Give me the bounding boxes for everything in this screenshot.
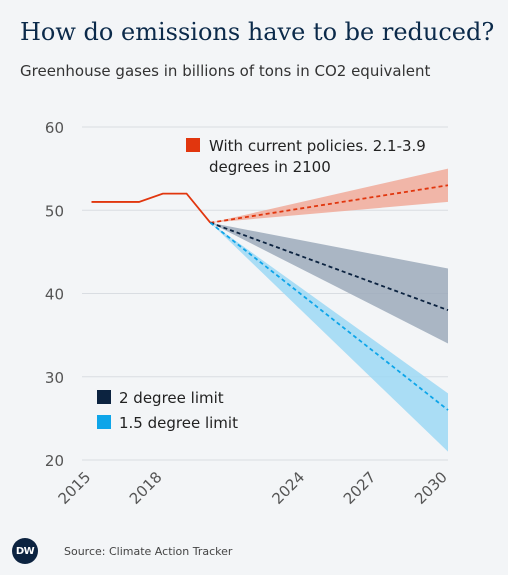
- series-line-0: [210, 184, 449, 224]
- historical-line: [91, 192, 212, 224]
- x-tick-label: 2015: [55, 468, 95, 508]
- legend-label-2-degree: 2 degree limit: [119, 389, 224, 407]
- y-tick-label: 50: [45, 202, 64, 220]
- x-tick-label: 2027: [340, 468, 380, 508]
- y-tick-label: 60: [45, 119, 64, 137]
- source-note: Source: Climate Action Tracker: [64, 544, 233, 558]
- series-line-1: [210, 221, 449, 311]
- y-tick-label: 30: [45, 369, 64, 387]
- footer: DW Source: Climate Action Tracker: [12, 538, 232, 564]
- band-1: [210, 222, 448, 344]
- y-tick-label: 20: [45, 452, 64, 470]
- x-tick-label: 2024: [269, 468, 309, 508]
- chart-subtitle: Greenhouse gases in billions of tons in …: [20, 62, 431, 80]
- x-tick-label: 2018: [126, 468, 166, 508]
- dw-logo-icon: DW: [12, 538, 38, 564]
- legend-swatch-2-degree: [97, 390, 111, 404]
- legend-label-current-policies-line2: degrees in 2100: [209, 158, 331, 176]
- band-2: [210, 222, 448, 452]
- band-0: [210, 168, 448, 223]
- legend-swatch-1-5-degree: [97, 415, 111, 429]
- legend-swatch-current-policies: [186, 138, 200, 152]
- x-tick-label: 2030: [411, 468, 451, 508]
- legend-label-1-5-degree: 1.5 degree limit: [119, 414, 238, 432]
- chart-title: How do emissions have to be reduced?: [20, 18, 495, 46]
- y-tick-label: 40: [45, 286, 64, 304]
- legend-label-current-policies: With current policies. 2.1-3.9: [209, 137, 426, 155]
- series-line-2: [209, 222, 449, 411]
